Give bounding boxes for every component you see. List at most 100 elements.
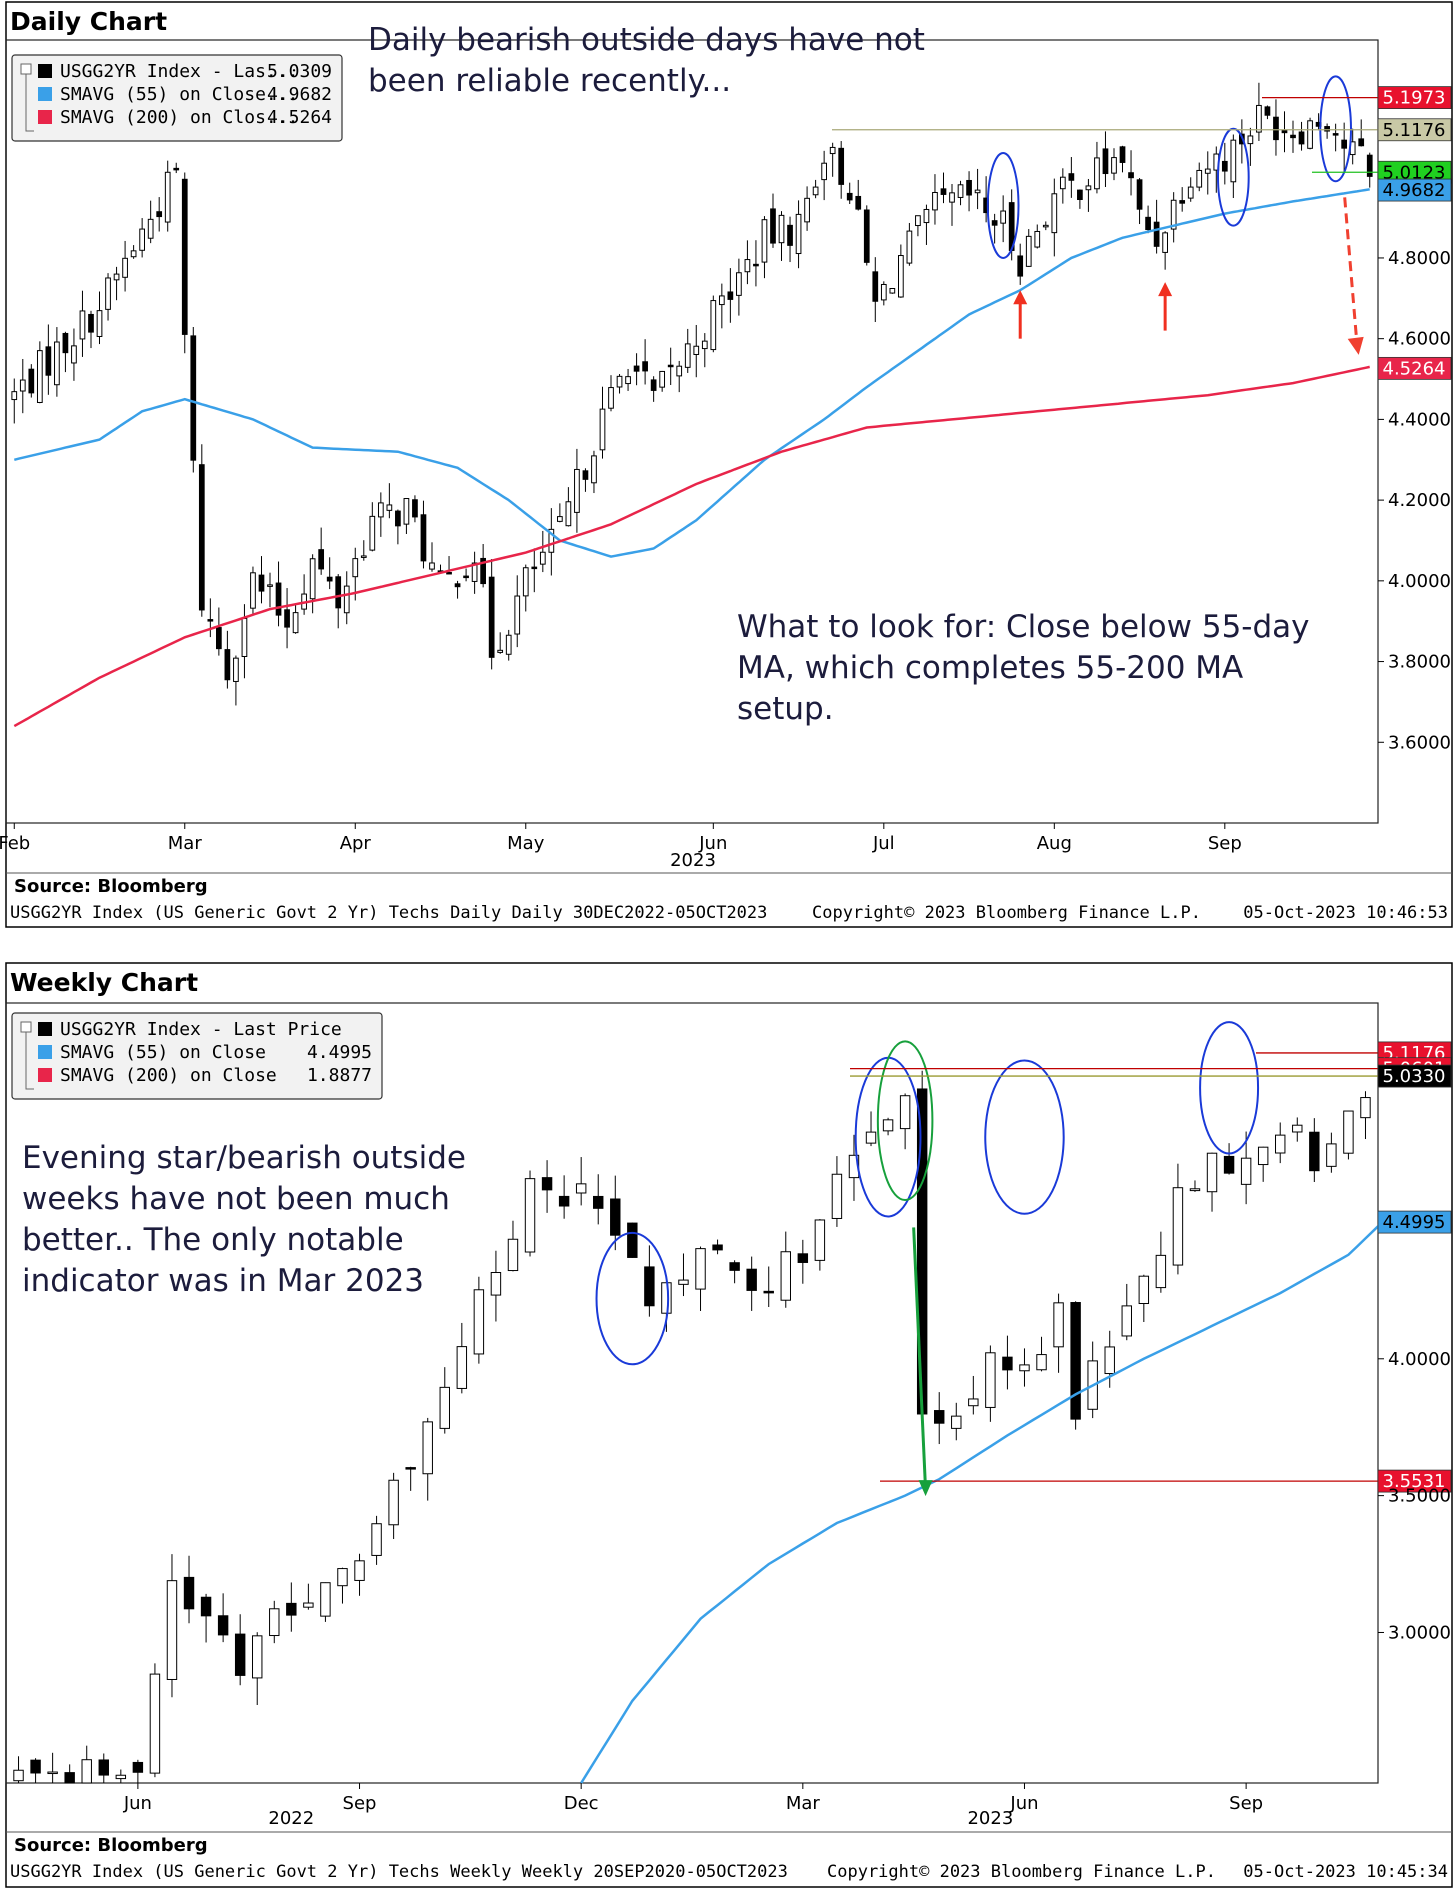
weekly-candle-body	[797, 1253, 809, 1263]
daily-x-tick-label: Feb	[0, 833, 30, 854]
daily-candle-body	[787, 224, 793, 246]
weekly-candle-body	[712, 1244, 723, 1251]
weekly-y-axis: 4.0000 3.5000 3.0000	[1378, 1349, 1451, 1643]
daily-candle-body	[454, 583, 461, 588]
daily-candle-body	[932, 191, 938, 211]
daily-candle-body	[608, 387, 614, 409]
daily-projection-arrow-head	[1347, 336, 1364, 355]
daily-candle-body	[736, 272, 742, 296]
weekly-candle-body	[695, 1248, 706, 1290]
daily-candle-body	[1077, 189, 1083, 201]
weekly-candle-body	[371, 1523, 382, 1556]
weekly-candle-body	[814, 1219, 826, 1261]
weekly-candle-body	[303, 1602, 314, 1608]
daily-y-tick-label: 3.6000	[1388, 732, 1451, 753]
weekly-candle-body	[422, 1421, 433, 1475]
daily-candle-body	[795, 213, 802, 255]
daily-candle-body	[1307, 120, 1313, 149]
weekly-chart-title: Weekly Chart	[10, 968, 198, 997]
daily-candle-body	[386, 504, 393, 511]
weekly-candle-body	[627, 1222, 638, 1258]
daily-candle-body	[676, 365, 683, 377]
daily-candle-body	[1256, 104, 1262, 133]
daily-candle-body	[1187, 186, 1194, 199]
daily-price-tag-label: 5.1176	[1383, 120, 1446, 141]
weekly-candle-body	[1138, 1275, 1150, 1305]
daily-x-tick-label: Aug	[1037, 833, 1072, 854]
weekly-legend-collapse	[20, 1021, 32, 1033]
weekly-panel-border	[5, 962, 1453, 1888]
weekly-candle-body	[1343, 1110, 1354, 1154]
weekly-candle-body	[132, 1761, 144, 1773]
daily-candle-body	[591, 455, 597, 484]
daily-candle-body	[667, 364, 674, 368]
daily-candle-body	[250, 572, 256, 609]
daily-candle-body	[522, 567, 529, 597]
daily-candle-body	[812, 186, 819, 196]
daily-candle-body	[139, 228, 145, 251]
daily-candle-body	[62, 332, 69, 354]
daily-candle-body	[335, 576, 342, 609]
weekly-x-tick-label: Jun	[1009, 1793, 1038, 1814]
weekly-candle-body	[166, 1580, 178, 1680]
daily-candle-body	[565, 501, 572, 527]
daily-candle-body	[318, 549, 325, 570]
weekly-candle-body	[1223, 1155, 1235, 1174]
daily-source: Source: Bloomberg	[14, 876, 208, 897]
daily-projection-arrow-shaft	[1343, 197, 1359, 341]
weekly-x-axis: Jun Sep Dec Mar Jun Sep	[123, 1783, 1263, 1814]
daily-candle-body	[403, 498, 410, 525]
daily-y-tick-label: 4.6000	[1388, 329, 1451, 350]
weekly-y-tick-label: 4.0000	[1388, 1349, 1451, 1370]
weekly-x-years: 2022 2023	[268, 1808, 1013, 1829]
daily-candle-body	[45, 346, 52, 376]
daily-candle-body	[957, 184, 964, 198]
weekly-legend-label: SMAVG (55) on Close	[60, 1042, 266, 1063]
weekly-candle-body	[729, 1262, 740, 1271]
weekly-candle-body	[1360, 1097, 1371, 1119]
daily-legend-collapse	[20, 63, 32, 75]
weekly-candle-body	[882, 1119, 894, 1132]
weekly-candle-body	[269, 1608, 280, 1637]
weekly-candle-body	[320, 1582, 331, 1617]
daily-annotation-top-line-1: Daily bearish outside days have not	[368, 22, 925, 58]
weekly-legend-swatch	[38, 1022, 52, 1036]
weekly-candle-body	[746, 1268, 757, 1291]
daily-candle-body	[326, 576, 333, 582]
daily-candle-body	[718, 295, 725, 306]
weekly-annotation-line-2: weeks have not been much	[22, 1181, 450, 1217]
weekly-candle-body	[507, 1238, 519, 1272]
daily-candle-body	[19, 379, 26, 392]
daily-price-tag-label: 4.9682	[1383, 180, 1446, 201]
daily-support-arrow-head	[1158, 282, 1173, 297]
daily-x-year: 2023	[670, 850, 716, 871]
daily-candle-body	[574, 468, 580, 513]
weekly-candle-body	[575, 1183, 587, 1194]
daily-candle-body	[36, 350, 43, 403]
daily-price-tag-bg	[1377, 178, 1452, 202]
daily-candle-body	[548, 528, 555, 553]
daily-candle-body	[1136, 179, 1143, 210]
daily-y-tick-label: 3.8000	[1388, 652, 1451, 673]
daily-candle-body	[258, 574, 265, 592]
weekly-candle-body	[985, 1352, 996, 1408]
daily-candle-body	[923, 208, 930, 224]
weekly-annotation-line-3: better.. The only notable	[22, 1222, 404, 1258]
daily-candle-body	[915, 215, 921, 227]
weekly-candle-body	[1189, 1188, 1201, 1192]
weekly-candle-body	[1155, 1254, 1167, 1289]
daily-candle-body	[1102, 148, 1109, 175]
weekly-candle-body	[968, 1398, 979, 1407]
daily-legend-value: 4.5264	[267, 107, 332, 128]
weekly-candle-body	[644, 1266, 655, 1307]
weekly-drop-arrow-head	[918, 1480, 933, 1497]
daily-candle-body	[420, 514, 427, 562]
daily-candle-body	[599, 408, 606, 451]
weekly-highlight-ellipse	[595, 1231, 670, 1366]
weekly-footer-copyright: Copyright© 2023 Bloomberg Finance L.P.	[827, 1862, 1216, 1882]
daily-candle-body	[539, 551, 546, 565]
weekly-price-tag-label: 4.4995	[1383, 1212, 1446, 1233]
daily-candle-body	[633, 365, 640, 372]
daily-legend-label: SMAVG (55) on Close...	[60, 84, 298, 105]
